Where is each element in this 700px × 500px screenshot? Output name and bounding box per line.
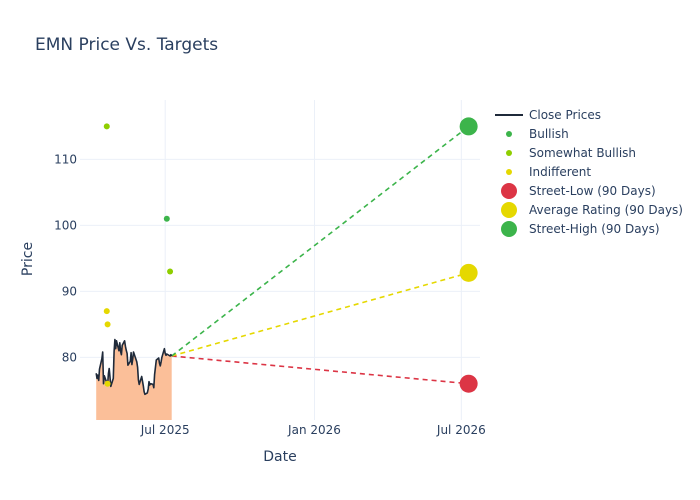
rating-point: [163, 215, 170, 222]
rating-point: [103, 123, 110, 130]
legend-label: Close Prices: [529, 108, 601, 122]
x-axis-title: Date: [263, 449, 296, 465]
target-projection-line: [171, 125, 470, 357]
legend-swatch-dot: [506, 169, 512, 175]
x-tick-label: Jul 2025: [140, 423, 190, 437]
y-tick-label: 110: [54, 152, 77, 166]
rating-point: [167, 268, 174, 275]
legend-label: Bullish: [529, 127, 569, 141]
target-marker: [459, 117, 478, 136]
legend-swatch-dot: [506, 131, 512, 137]
target-projections: [171, 125, 470, 385]
chart-title: EMN Price Vs. Targets: [35, 35, 218, 55]
y-tick-label: 80: [62, 350, 77, 364]
legend-swatch-dot: [501, 221, 517, 237]
rating-point: [103, 308, 110, 315]
close-price-series: [95, 338, 173, 396]
x-tick-label: Jul 2026: [436, 423, 486, 437]
legend-label: Somewhat Bullish: [529, 146, 636, 160]
grid: [80, 100, 480, 420]
legend-label: Indifferent: [529, 165, 591, 179]
close-price-line: [95, 338, 173, 396]
legend-swatch-dot: [501, 202, 517, 218]
target-projection-line: [171, 272, 469, 357]
target-projection-line: [171, 355, 469, 385]
legend-label: Average Rating (90 Days): [529, 203, 683, 217]
y-tick-label: 90: [62, 284, 77, 298]
target-marker: [459, 263, 478, 282]
y-axis-ticks: 80 90 100 110: [54, 152, 77, 364]
x-tick-label: Jan 2026: [287, 423, 341, 437]
y-tick-label: 100: [54, 218, 77, 232]
y-axis-title: Price: [20, 242, 36, 276]
rating-points: [103, 117, 478, 393]
target-marker: [459, 374, 478, 393]
legend-swatch-dot: [501, 183, 517, 199]
rating-point: [104, 321, 111, 328]
legend: Close Prices Bullish Somewhat Bullish Indif…: [495, 108, 683, 237]
close-price-fill: [96, 339, 172, 420]
close-price-area: [96, 339, 172, 420]
legend-label: Street-High (90 Days): [529, 222, 660, 236]
legend-label: Street-Low (90 Days): [529, 184, 656, 198]
rating-point: [104, 380, 111, 387]
legend-swatch-dot: [506, 150, 512, 156]
x-axis-ticks: Jul 2025 Jan 2026 Jul 2026: [140, 423, 486, 437]
